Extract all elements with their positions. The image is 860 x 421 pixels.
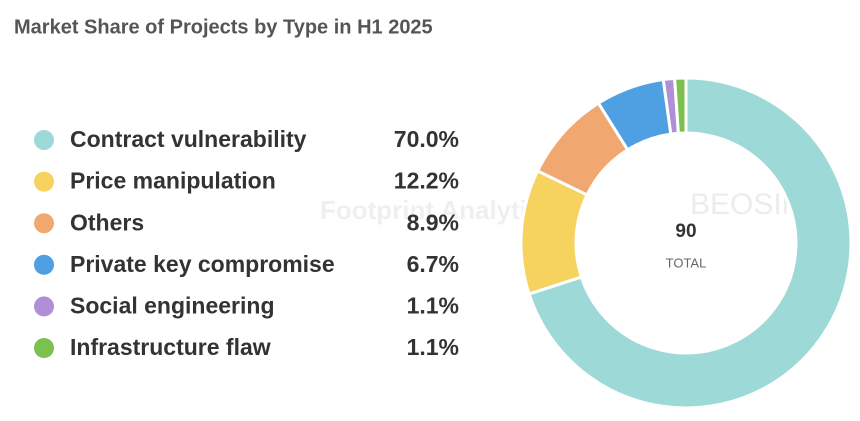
legend-swatch [34, 171, 54, 192]
legend-swatch [34, 254, 54, 275]
total-value: 90 [675, 221, 696, 242]
value-label: 12.2% [394, 168, 459, 194]
chart-title: Market Share of Projects by Type in H1 2… [14, 16, 433, 38]
donut-slice [673, 76, 688, 135]
value-label: 6.7% [407, 251, 459, 277]
legend-label: Private key compromise [70, 251, 335, 277]
donut-slice [527, 76, 853, 410]
value-label: 1.1% [407, 334, 459, 360]
watermark: Footprint Analytics [320, 195, 556, 225]
legend-label: Social engineering [70, 292, 275, 318]
legend-label: Price manipulation [70, 168, 276, 194]
value-label: 1.1% [407, 292, 459, 318]
legend-label: Infrastructure flaw [70, 334, 271, 360]
legend-swatch [34, 296, 54, 317]
legend-label: Others [70, 209, 144, 235]
total-label: TOTAL [666, 255, 707, 270]
legend-swatch [34, 130, 54, 150]
legend-swatch [34, 338, 54, 358]
value-label: 8.9% [407, 209, 459, 235]
legend-label: Contract vulnerability [70, 126, 307, 152]
legend-swatch [34, 213, 54, 234]
value-label: 70.0% [394, 126, 459, 152]
